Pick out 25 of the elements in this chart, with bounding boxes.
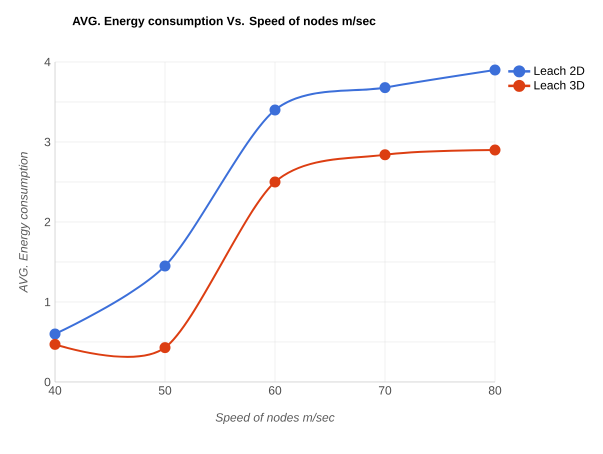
point xyxy=(270,104,281,116)
y-tick-label: 1 xyxy=(45,298,50,306)
y-tick-label: 3 xyxy=(44,138,50,146)
legend-label: Leach 2D xyxy=(534,66,584,75)
point xyxy=(380,149,391,160)
x-axis-title: Speed of nodes m/sec xyxy=(216,412,335,424)
point xyxy=(270,176,281,188)
x-tick-label: 50 xyxy=(158,386,172,395)
point xyxy=(490,144,501,156)
x-tick-label: 70 xyxy=(378,386,392,395)
point xyxy=(380,82,391,94)
point xyxy=(50,338,61,350)
x-tick-label: 40 xyxy=(48,386,62,395)
x-tick-label: 60 xyxy=(268,386,282,395)
point xyxy=(490,64,501,76)
point xyxy=(160,342,171,354)
y-tick-label: 0 xyxy=(44,378,50,386)
point xyxy=(50,328,61,340)
point xyxy=(160,260,171,272)
chart-title: AVG. Energy consumption Vs. Speed of nodes m/sec xyxy=(72,16,376,28)
legend-label: Leach 3D xyxy=(534,80,584,90)
y-tick-label: 4 xyxy=(44,58,50,66)
x-tick-label: 80 xyxy=(488,386,502,395)
y-axis-title: AVG. Energy consumption xyxy=(18,152,30,293)
y-tick-label: 2 xyxy=(44,218,50,226)
